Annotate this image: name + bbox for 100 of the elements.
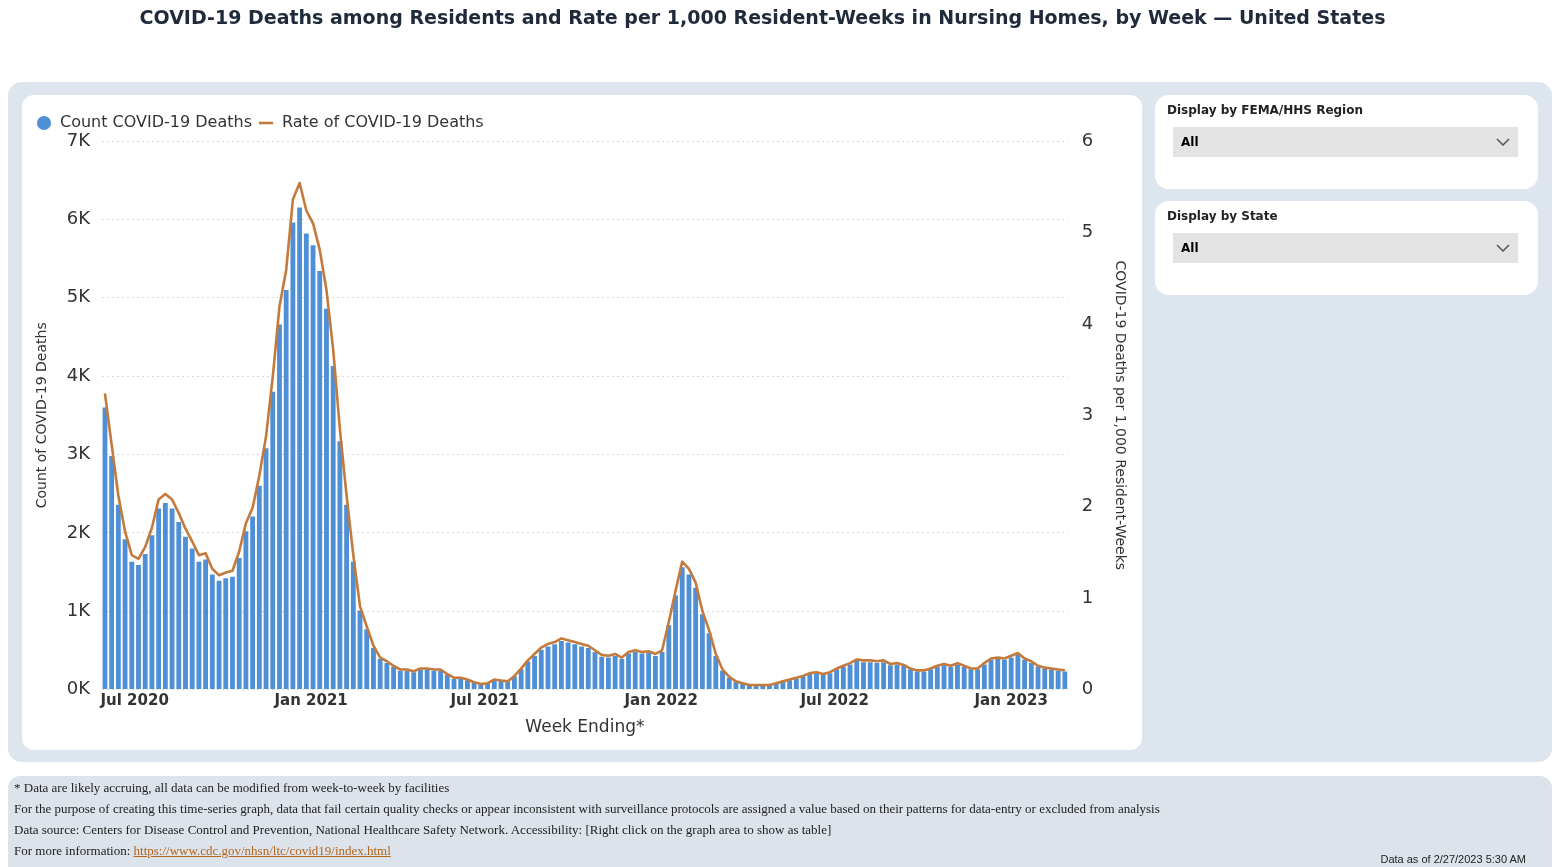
bar — [505, 681, 511, 690]
bar — [156, 508, 162, 690]
bar — [934, 666, 940, 690]
bar — [793, 678, 799, 690]
bar — [599, 656, 605, 690]
bar — [693, 587, 699, 690]
bar — [981, 664, 987, 690]
x-tick-label: Jan 2021 — [273, 691, 348, 710]
bar — [652, 655, 658, 690]
chart-title: COVID-19 Deaths among Residents and Rate per 1,000 Resident-Weeks in Nursing Homes, by Week — United States — [138, 6, 1387, 28]
x-tick-label: Jul 2021 — [449, 691, 519, 710]
bar — [861, 662, 866, 690]
bar — [303, 233, 309, 690]
dropdown-field: All — [1173, 233, 1518, 263]
bar — [458, 678, 464, 690]
bar — [183, 536, 188, 690]
bar — [908, 669, 913, 690]
bar — [679, 567, 685, 690]
bar — [814, 673, 819, 690]
bar — [250, 516, 256, 690]
bar — [928, 669, 934, 690]
bar — [209, 574, 215, 690]
bar — [840, 666, 846, 690]
bar — [115, 504, 121, 690]
bar — [881, 662, 887, 690]
text: * Data are likely accruing, all data can be modified from week-to-week by facilities — [14, 780, 450, 796]
bar — [948, 666, 954, 690]
legend-label: Rate of COVID-19 Deaths — [282, 112, 484, 132]
x-axis-title: Week Ending* — [525, 716, 645, 737]
bar — [532, 655, 537, 690]
bar — [720, 670, 725, 690]
bar — [726, 677, 732, 690]
bar — [109, 456, 115, 690]
bar — [975, 669, 981, 690]
bar — [397, 670, 403, 690]
bar — [418, 669, 423, 690]
text: Data as of 2/27/2023 5:30 AM — [1380, 853, 1526, 865]
bar — [579, 646, 584, 690]
y-tick-label: 4K — [66, 363, 92, 385]
bar — [297, 207, 303, 690]
text: For more information: https://www.cdc.gov/nhsn/ltc/covid19/index.html — [14, 843, 391, 859]
bar — [673, 595, 678, 690]
bar — [626, 653, 631, 690]
bar — [411, 672, 417, 690]
bar — [364, 629, 370, 690]
bar — [901, 666, 907, 690]
bar — [807, 673, 813, 690]
text: Display by FEMA/HHS Region — [1167, 103, 1365, 117]
y-tick-label: 5K — [66, 285, 92, 307]
bar — [142, 554, 148, 690]
bar — [444, 674, 450, 690]
bar — [646, 652, 652, 690]
y2-tick-label: 3 — [1081, 402, 1094, 424]
bar — [176, 521, 182, 690]
bar — [887, 665, 893, 690]
bar — [605, 657, 611, 690]
text: Display by State — [1167, 209, 1279, 223]
bar — [277, 324, 282, 690]
y2-tick-label: 6 — [1081, 128, 1094, 150]
y2-tick-label: 1 — [1081, 585, 1094, 607]
bar — [317, 271, 323, 690]
y-tick-label: 2K — [66, 520, 92, 542]
bar — [438, 670, 443, 690]
bar — [230, 576, 235, 690]
x-tick-label: Jul 2022 — [799, 691, 869, 710]
bar — [371, 648, 376, 690]
source-note: Data source: Centers for Disease Control and Prevention, National Healthcare Safety Network. Accessibility: [Right click on the graph area to show as table] — [14, 822, 832, 838]
bar — [136, 564, 141, 690]
bar — [1002, 659, 1007, 690]
bar — [820, 674, 826, 690]
y-axis-title: Count of COVID-19 Deaths — [33, 322, 50, 509]
bar — [995, 659, 1001, 690]
y2-axis-title: COVID-19 Deaths per 1,000 Resident-Weeks — [1112, 260, 1129, 571]
bar — [787, 680, 793, 690]
y2-tick-label: 0 — [1081, 677, 1094, 699]
bar — [834, 669, 840, 690]
bar — [699, 614, 705, 690]
bar — [344, 504, 350, 690]
x-tick-label: Jan 2023 — [973, 691, 1048, 710]
bar — [162, 503, 168, 690]
bar — [552, 644, 558, 690]
bar — [391, 666, 396, 690]
y-tick-label: 0K — [66, 677, 92, 699]
y-tick-label: 3K — [66, 442, 92, 464]
bar — [203, 559, 209, 690]
bar — [585, 648, 591, 690]
bar — [1022, 659, 1028, 690]
y2-tick-label: 5 — [1081, 220, 1094, 242]
bar — [256, 485, 262, 690]
x-tick-label: Jul 2020 — [99, 691, 169, 710]
bar — [1042, 668, 1048, 690]
bar — [223, 578, 229, 690]
bar — [632, 651, 638, 690]
bar — [854, 660, 860, 690]
y2-tick-label: 4 — [1081, 311, 1094, 333]
bar — [955, 664, 960, 690]
x-tick-label: Jan 2022 — [623, 691, 698, 710]
bar — [558, 641, 564, 690]
bar — [1049, 669, 1054, 690]
text: For the purpose of creating this time-series graph, data that fail certain quality checks or appear inconsistent with surveillance protocols are assigned a value based on their patterns for data-entry or excluded from analysis — [14, 801, 1160, 817]
